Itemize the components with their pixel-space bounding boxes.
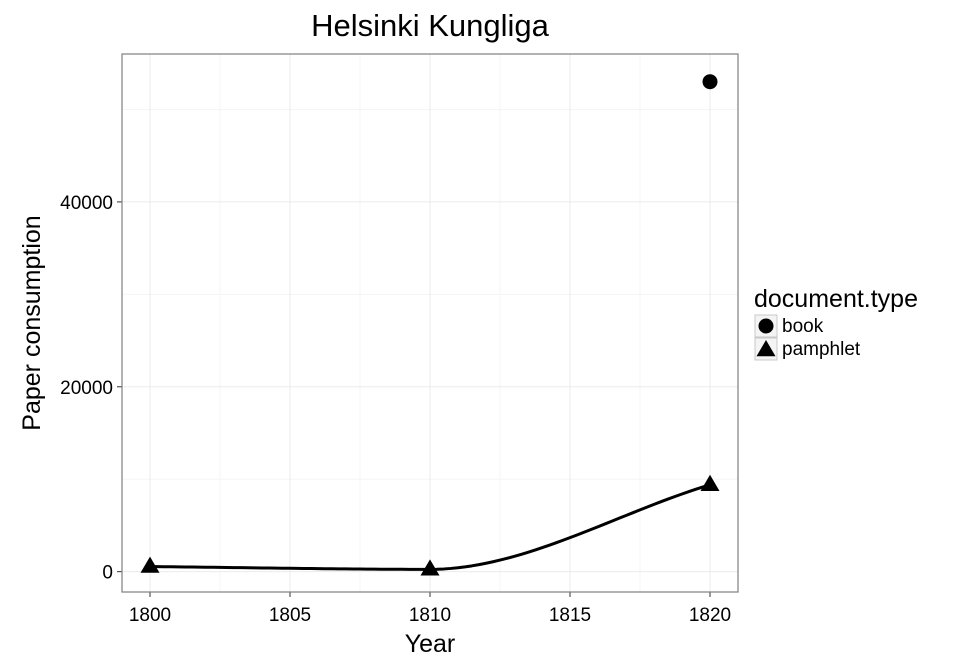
y-tick-label: 40000	[60, 193, 113, 214]
x-tick-label: 1800	[129, 605, 171, 626]
x-tick-label: 1815	[549, 605, 591, 626]
pamphlet-point	[420, 559, 440, 576]
grid-major	[122, 54, 738, 592]
book-point	[702, 74, 718, 90]
panel-border	[121, 53, 739, 593]
y-axis-title: Paper consumption	[18, 215, 46, 430]
x-axis: 1800 1805 1810 1815 1820	[129, 592, 731, 626]
legend-title: document.type	[754, 285, 918, 313]
x-tick-label: 1820	[689, 605, 731, 626]
x-tick-label: 1805	[269, 605, 311, 626]
x-axis-title: Year	[405, 630, 456, 658]
legend-label-book: book	[782, 316, 824, 337]
legend-key-pamphlet	[756, 340, 776, 357]
legend-key-book	[758, 318, 774, 334]
y-tick-label: 0	[102, 563, 113, 584]
chart-title: Helsinki Kungliga	[311, 8, 550, 43]
y-tick-label: 20000	[60, 378, 113, 399]
pamphlet-point	[140, 556, 160, 573]
y-axis: 0 20000 40000	[60, 193, 122, 584]
pamphlet-point	[700, 474, 720, 491]
legend-label-pamphlet: pamphlet	[782, 339, 861, 360]
data-points	[140, 74, 720, 576]
x-tick-label: 1810	[409, 605, 451, 626]
